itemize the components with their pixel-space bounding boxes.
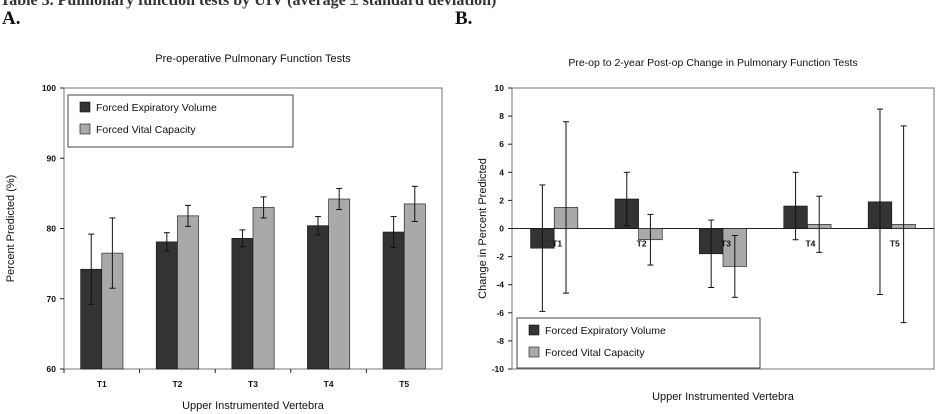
chart-a-bar-t5-fvc (403, 203, 426, 370)
chart-a-xtick-label: T5 (399, 379, 409, 389)
chart-b-title: Pre-op to 2-year Post-op Change in Pulmo… (568, 57, 857, 69)
chart-a-xtick-label: T3 (248, 379, 258, 389)
chart-b-xtick-label: T4 (805, 239, 815, 249)
chart-b-ytick-label: 0 (499, 224, 504, 234)
chart-b-xlabel: Upper Instrumented Vertebra (652, 391, 795, 403)
chart-b-legend-label: Forced Vital Capacity (545, 347, 645, 359)
chart-a-legend-swatch (79, 101, 91, 113)
panel-label-a: A. (2, 8, 21, 29)
chart-a-legend-swatch (79, 123, 91, 135)
chart-a-ytick-label: 80 (47, 224, 57, 234)
chart-a-ytick-label: 90 (47, 153, 57, 163)
chart-a-ytick-label: 100 (42, 83, 56, 93)
chart-a-legend-label: Forced Vital Capacity (96, 124, 196, 136)
chart-b-xtick-label: T2 (637, 239, 647, 249)
chart-b-legend-label: Forced Expiratory Volume (545, 325, 666, 337)
chart-b-ylabel: Change in Percent Predicted (477, 158, 489, 299)
chart-b-ytick-label: -8 (496, 336, 504, 346)
chart-a-title: Pre-operative Pulmonary Function Tests (155, 53, 351, 65)
panel-label-b: B. (455, 8, 473, 29)
chart-a-bar-t3-fev (231, 238, 254, 370)
chart-b-ytick-label: 10 (495, 83, 505, 93)
chart-a-legend-box (67, 94, 294, 148)
chart-a-bar-t2-fev (155, 241, 178, 370)
chart-a-xtick-label: T1 (97, 379, 107, 389)
chart-a-ylabel: Percent Predicted (%) (5, 175, 17, 283)
chart-b-ytick-label: 8 (499, 111, 504, 121)
chart-b-legend-swatch (528, 324, 540, 336)
chart-b-xtick-label: T1 (552, 239, 562, 249)
chart-a-bar-t2-fvc (177, 215, 199, 370)
chart-a-xtick-label: T2 (172, 379, 182, 389)
chart-b-xtick-label: T3 (721, 239, 731, 249)
chart-a-bar-t5-fev (382, 231, 405, 370)
chart-a-bar-t4-fev (307, 225, 329, 370)
chart-b-ytick-label: -10 (492, 364, 505, 374)
chart-a-ytick-label: 60 (47, 364, 57, 374)
chart-b-ytick-label: 4 (499, 167, 504, 177)
chart-a-xlabel: Upper Instrumented Vertebra (182, 400, 325, 412)
chart-b-ytick-label: -2 (496, 252, 504, 262)
chart-a-bar-t4-fvc (328, 198, 351, 370)
chart-b-ytick-label: -6 (496, 308, 504, 318)
header-text: Table 3. Pulmonary function tests by UIV… (0, 0, 497, 9)
chart-b-legend-box (516, 317, 761, 369)
chart-b-xtick-label: T5 (890, 239, 900, 249)
chart-a-bar-t3-fvc (252, 207, 275, 370)
chart-b-ytick-label: 2 (499, 195, 504, 205)
chart-b-ytick-label: -4 (496, 280, 504, 290)
chart-b-ytick-label: 6 (499, 139, 504, 149)
chart-a-xtick-label: T4 (324, 379, 334, 389)
chart-a-ytick-label: 70 (47, 294, 57, 304)
chart-b-legend-swatch (528, 346, 540, 358)
chart-a-legend-label: Forced Expiratory Volume (96, 102, 217, 114)
